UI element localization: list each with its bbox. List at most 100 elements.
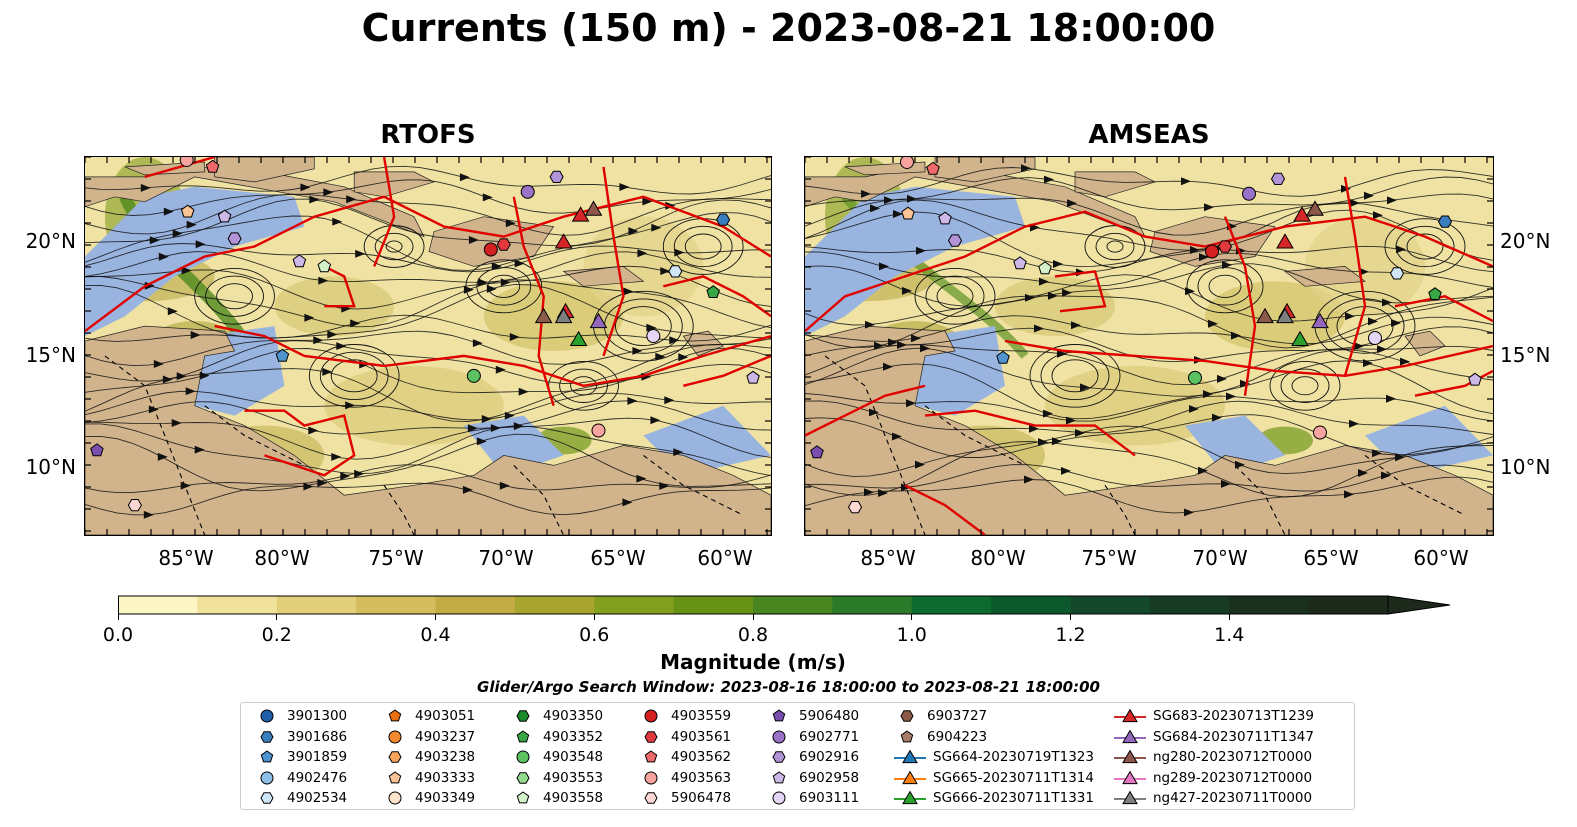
flow-arrow: [888, 338, 898, 347]
flow-arrow: [194, 445, 205, 454]
legend-symbol: [900, 710, 914, 722]
flow-arrow: [920, 344, 930, 353]
front-line: [1223, 216, 1257, 396]
legend-entry: 4903562: [637, 747, 731, 767]
flow-arrow: [504, 411, 515, 420]
glider-marker: [1306, 200, 1324, 216]
flow-arrow: [149, 236, 160, 245]
colorbar-segment: [1229, 596, 1310, 614]
streamline: [85, 400, 771, 435]
legend-entry: ng289-20230712T0000: [1113, 768, 1312, 788]
eddy-streamline: [615, 306, 672, 347]
flow-arrow: [1344, 490, 1354, 499]
flow-arrow: [171, 419, 182, 427]
legend-entry: 4903559: [637, 706, 731, 726]
float-marker: [317, 259, 332, 273]
legend-entry: 4903237: [381, 727, 475, 747]
legend-entry-label: SG664-20230719T1323: [933, 749, 1094, 765]
colorbar-segment: [276, 596, 357, 614]
legend-entry: 3901686: [253, 727, 347, 747]
flow-arrow: [181, 266, 192, 275]
flow-arrow: [1080, 383, 1090, 392]
map-panel-amseas: [804, 156, 1494, 536]
flow-arrow: [1199, 253, 1209, 262]
legend-entry: 6902771: [765, 727, 859, 747]
legend-marker-icon: [644, 771, 658, 784]
legend-symbol: [260, 709, 274, 723]
legend-entry: 4903548: [509, 747, 603, 767]
flow-arrow: [467, 424, 478, 433]
legend-entry: SG684-20230711T1347: [1113, 727, 1314, 747]
flow-arrow: [1024, 475, 1034, 484]
legend-symbol: [516, 771, 530, 784]
streamline: [805, 393, 1493, 422]
map-panel-rtofs: [84, 156, 772, 536]
legend: 3901300 3901686 3901859 4902476 4902534 49030…: [240, 702, 1355, 810]
legend-entry-label: 4903558: [543, 790, 604, 806]
float-marker: [180, 204, 195, 218]
lat-tick-label-left: 15°N: [25, 343, 76, 367]
front-line: [805, 210, 1493, 333]
float-marker: [938, 211, 952, 225]
legend-marker-icon: [894, 790, 926, 805]
map-canvas: [805, 157, 1493, 535]
streamline: [805, 464, 1493, 492]
eddy-streamline: [1208, 274, 1242, 298]
lon-tick-label-right: 85°W: [860, 546, 916, 570]
legend-symbol: [902, 790, 918, 805]
flow-arrow: [1358, 469, 1368, 477]
eddy-streamline: [1186, 259, 1264, 314]
lat-tick-label-right: 10°N: [1500, 455, 1551, 479]
front-line: [1414, 369, 1493, 397]
float-marker: [947, 234, 963, 247]
legend-entry-label: 6902958: [799, 769, 860, 786]
legend-entry: 5906478: [637, 788, 731, 808]
streamline: [805, 400, 1493, 435]
legend-marker-icon: [1114, 790, 1146, 805]
legend-entry: ng427-20230711T0000: [1113, 788, 1312, 808]
land-mass: [1074, 171, 1156, 198]
float-marker: [1468, 372, 1482, 386]
eddy-streamline: [1280, 368, 1330, 403]
flow-arrow: [669, 336, 680, 345]
front-line: [683, 354, 771, 387]
float-marker: [127, 499, 142, 512]
eddy-streamline: [1269, 360, 1341, 411]
legend-entry-label: 3901300: [287, 708, 348, 724]
colorbar-tick-mark: [1228, 614, 1230, 620]
legend-entry-label: 4903352: [543, 728, 604, 745]
flow-arrow: [650, 416, 661, 425]
front-line: [1004, 339, 1493, 378]
flow-arrow: [1044, 175, 1054, 184]
flow-arrow: [906, 399, 916, 408]
flow-arrow: [1067, 199, 1077, 208]
lat-tick-label-right: 20°N: [1500, 229, 1551, 253]
lat-tick-label-left: 20°N: [25, 229, 76, 253]
lon-tick-label-right: 80°W: [970, 546, 1026, 570]
eddy-streamline: [1106, 240, 1124, 253]
flow-arrow: [459, 173, 470, 182]
streamline: [805, 295, 1493, 349]
legend-symbol: [644, 730, 658, 743]
land-mass: [353, 171, 435, 198]
eddy-streamline: [374, 232, 414, 261]
flow-arrow: [911, 334, 921, 343]
legend-entry: 4903352: [509, 727, 603, 747]
flow-arrow: [144, 281, 155, 290]
flow-arrow: [303, 482, 314, 491]
legend-entry: 6902916: [765, 747, 859, 767]
legend-entry-label: SG666-20230711T1331: [933, 790, 1094, 806]
streamline: [85, 464, 771, 494]
flow-arrow: [1231, 331, 1241, 340]
flow-arrow: [176, 372, 187, 381]
flow-arrow: [892, 432, 902, 441]
legend-marker-icon: [900, 729, 914, 742]
front-line: [663, 275, 771, 318]
flow-arrow: [1039, 277, 1049, 286]
colorbar-label: Magnitude (m/s): [660, 650, 846, 674]
float-marker: [847, 501, 863, 514]
streamline: [805, 315, 1493, 345]
flow-arrow: [865, 320, 875, 329]
legend-symbol: [644, 771, 658, 784]
legend-entry-label: 4903237: [415, 728, 476, 745]
